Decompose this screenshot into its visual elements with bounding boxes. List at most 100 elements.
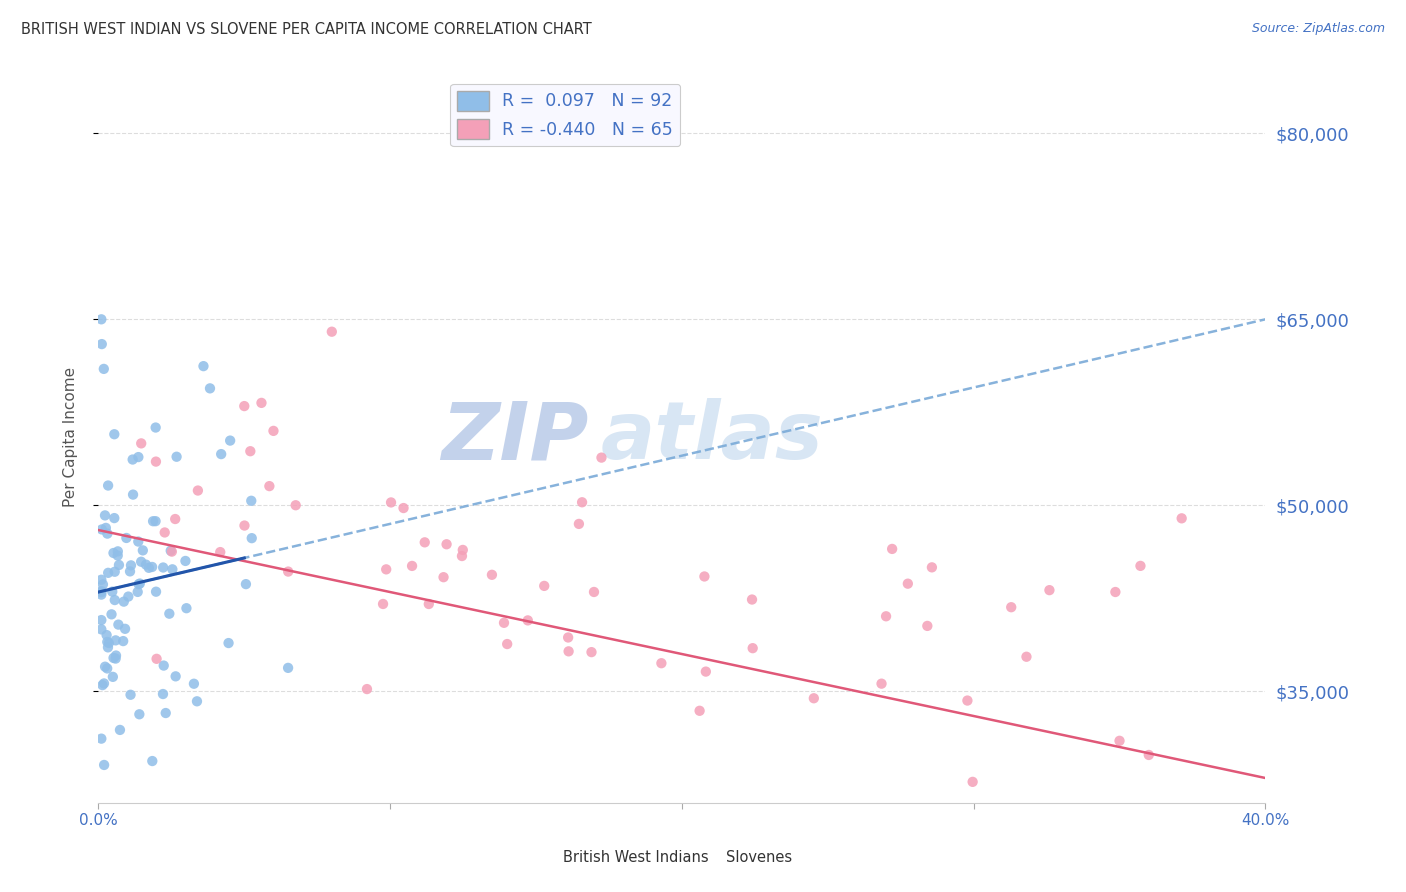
Point [145,454,167,468]
Point [277,565,299,579]
Point [321,325,343,339]
Point [96,628,118,642]
Point [917,619,939,633]
Point [689,704,711,718]
Point [233,399,256,413]
Point [218,636,240,650]
Point [568,516,591,531]
Point [897,576,920,591]
Point [107,544,129,558]
Point [91,678,114,692]
Point [129,555,152,569]
Point [875,609,897,624]
Point [100,607,122,622]
Point [492,615,515,630]
Point [90,337,112,351]
Point [209,545,232,559]
Point [127,534,149,549]
Point [128,577,150,591]
Point [145,652,167,666]
Point [96,661,118,675]
Point [103,651,125,665]
Point [235,577,257,591]
Point [240,493,263,508]
Point [115,531,138,545]
Point [803,691,825,706]
Point [97,566,120,580]
Point [581,645,603,659]
Point [166,450,188,464]
Point [104,633,127,648]
Point [571,495,593,509]
Point [962,775,984,789]
Point [114,622,136,636]
Point [142,514,165,528]
Point [91,577,114,591]
Point [96,635,118,649]
Point [198,381,221,395]
Point [120,558,142,573]
Point [94,659,117,673]
Point [582,585,605,599]
Point [193,359,215,373]
Point [392,501,415,516]
Point [187,483,209,498]
Point [104,593,127,607]
Point [90,573,112,587]
Point [132,543,155,558]
Text: Slovenes: Slovenes [727,850,793,865]
Point [1108,734,1130,748]
Point [956,693,979,707]
Point [127,450,149,464]
Point [259,479,281,493]
Point [186,694,208,708]
Point [436,537,458,551]
Point [122,487,145,501]
Point [90,312,112,326]
Text: British West Indians: British West Indians [562,850,709,865]
Point [129,436,152,450]
Point [97,640,120,655]
Point [1015,649,1038,664]
Point [741,641,763,656]
Text: atlas: atlas [600,398,823,476]
Point [112,594,135,608]
Point [101,670,124,684]
Point [162,562,184,576]
Point [219,434,242,448]
Text: ZIP: ZIP [441,398,589,476]
Text: Source: ZipAtlas.com: Source: ZipAtlas.com [1251,22,1385,36]
Point [432,570,454,584]
Point [250,396,273,410]
Point [93,362,115,376]
Point [128,707,150,722]
Point [120,688,142,702]
Point [104,651,127,665]
Point [141,560,163,574]
Point [94,818,117,832]
FancyBboxPatch shape [676,845,717,871]
Point [90,731,112,746]
Point [97,478,120,492]
Point [174,554,197,568]
Point [451,549,474,563]
Point [97,636,120,650]
Point [401,558,423,573]
Point [165,669,187,683]
Point [1038,583,1060,598]
Point [160,544,183,558]
Point [233,518,256,533]
Point [481,567,503,582]
Point [107,549,129,563]
Point [112,634,135,648]
Point [155,706,177,720]
Point [90,584,112,599]
Point [90,585,112,599]
Point [1080,805,1102,820]
Point [96,526,118,541]
Point [1000,600,1022,615]
Point [90,588,112,602]
Text: BRITISH WEST INDIAN VS SLOVENE PER CAPITA INCOME CORRELATION CHART: BRITISH WEST INDIAN VS SLOVENE PER CAPIT… [21,22,592,37]
FancyBboxPatch shape [513,845,554,871]
Point [380,495,402,509]
